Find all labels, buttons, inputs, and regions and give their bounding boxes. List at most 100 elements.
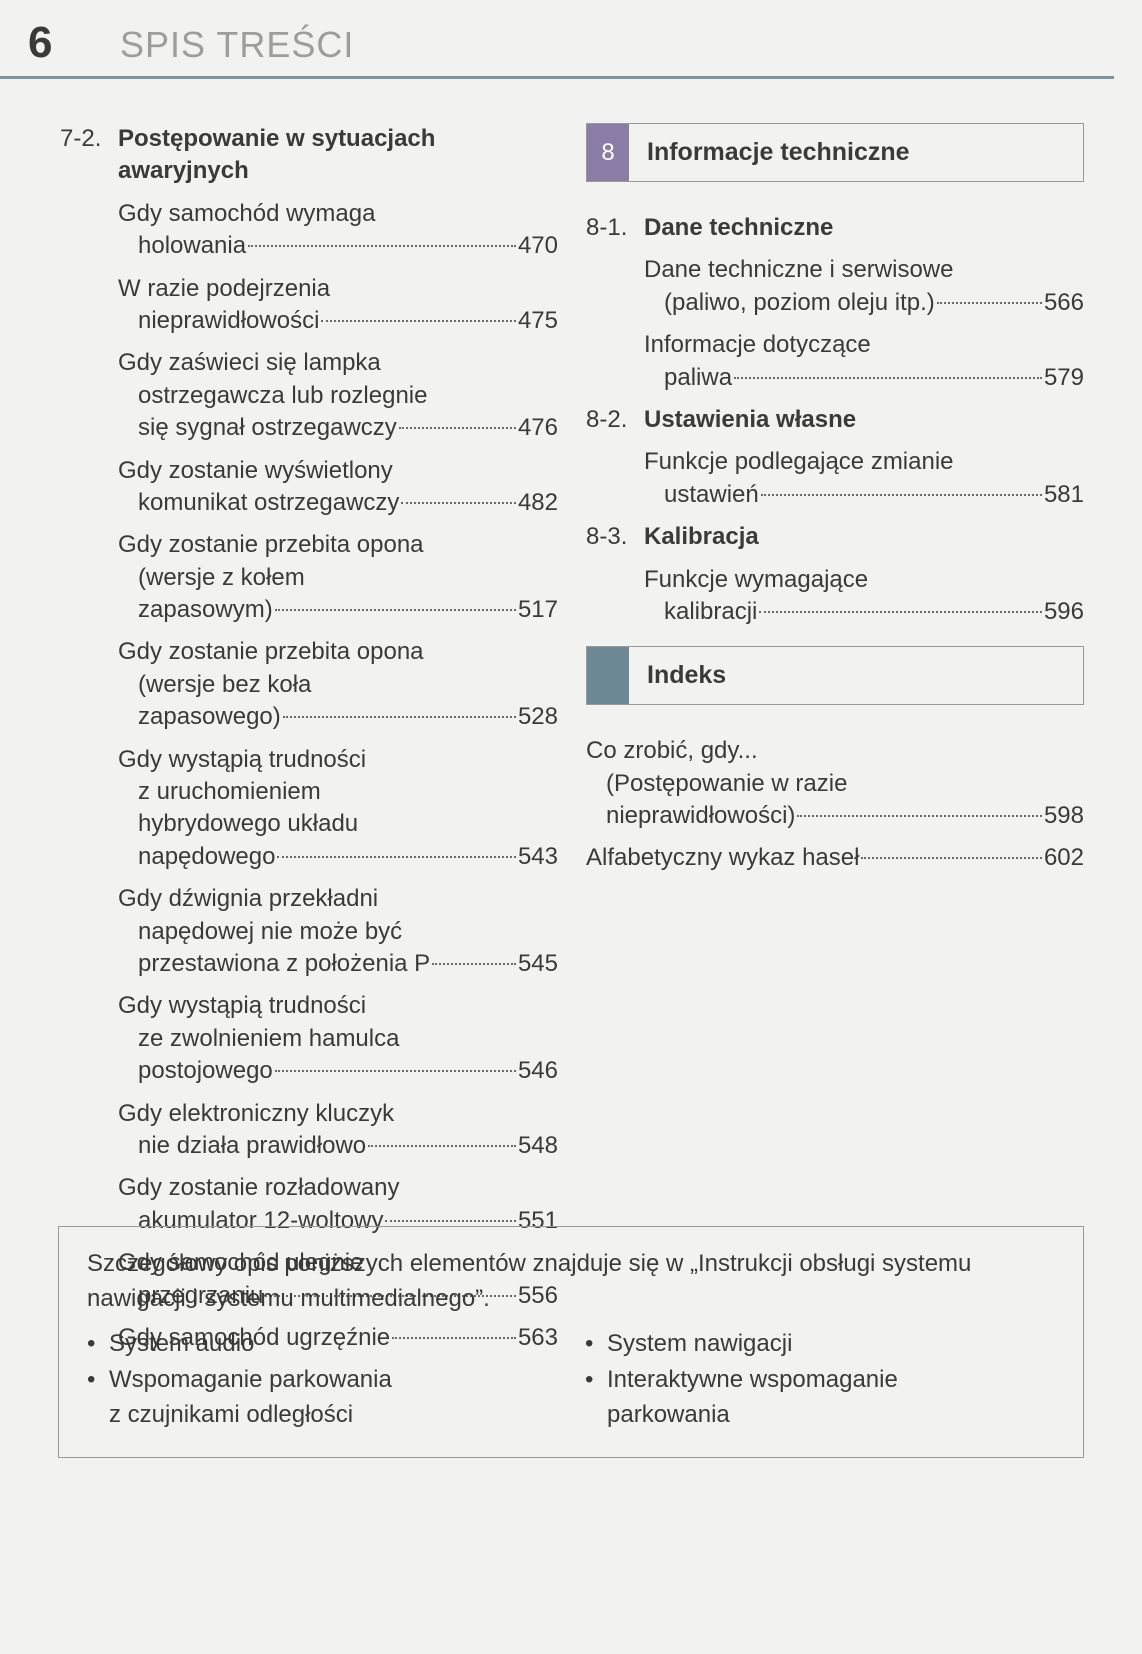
entry-text: zapasowym) xyxy=(138,594,273,626)
section-heading: 8-1.Dane techniczne xyxy=(586,212,1084,244)
entry-page: 517 xyxy=(518,594,558,626)
entry-text: Dane techniczne i serwisowe xyxy=(644,254,1084,286)
section-heading: 8-2.Ustawienia własne xyxy=(586,404,1084,436)
content-area: 7-2.Postępowanie w sytuacjach awaryjnych… xyxy=(0,79,1142,1364)
entry-text: napędowej nie może być xyxy=(118,916,558,948)
leader-dots xyxy=(797,815,1042,817)
toc-entry: Dane techniczne i serwisowe(paliwo, pozi… xyxy=(586,254,1084,319)
entry-text: ustawień xyxy=(664,479,759,511)
entry-page: 598 xyxy=(1044,800,1084,832)
section-title: Ustawienia własne xyxy=(644,404,856,436)
entry-text: ostrzegawcza lub rozlegnie xyxy=(118,380,558,412)
leader-dots xyxy=(399,427,516,429)
bullet-icon: • xyxy=(87,1327,109,1362)
entry-text: Gdy zaświeci się lampka xyxy=(118,347,558,379)
leader-dots xyxy=(277,856,515,858)
leader-dots xyxy=(275,609,516,611)
entry-text: ze zwolnieniem hamulca xyxy=(118,1023,558,1055)
chapter-box: 8Informacje techniczne xyxy=(586,123,1084,182)
toc-entry: Gdy zaświeci się lampkaostrzegawcza lub … xyxy=(60,347,558,444)
index-entry: Alfabetyczny wykaz haseł 602 xyxy=(586,842,1084,874)
entry-text: Co zrobić, gdy... xyxy=(586,735,1084,767)
entry-text: Gdy wystąpią trudności xyxy=(118,990,558,1022)
entry-page: 470 xyxy=(518,230,558,262)
section-title: Postępowanie w sytuacjach awaryjnych xyxy=(118,123,558,188)
entry-text: zapasowego) xyxy=(138,701,281,733)
entry-text: nieprawidłowości) xyxy=(606,800,795,832)
leader-dots xyxy=(385,1220,516,1222)
index-tab xyxy=(587,647,629,704)
entry-text: Gdy elektroniczny kluczyk xyxy=(118,1098,558,1130)
bullet-subtext: z czujnikami odległości xyxy=(109,1398,557,1433)
bullet-item: •Wspomaganie parkowaniaz czujnikami odle… xyxy=(87,1363,557,1433)
bullet-item: •System nawigacji xyxy=(585,1327,1055,1362)
leader-dots xyxy=(368,1145,516,1147)
leader-dots xyxy=(761,494,1042,496)
entry-text: postojowego xyxy=(138,1055,273,1087)
toc-entry: W razie podejrzenianieprawidłowości475 xyxy=(60,273,558,338)
entry-text: Funkcje podlegające zmianie xyxy=(644,446,1084,478)
entry-text: (wersje z kołem xyxy=(118,562,558,594)
bullet-text: Interaktywne wspomaganie xyxy=(607,1363,1055,1398)
toc-entry: Funkcje wymagającekalibracji596 xyxy=(586,564,1084,629)
entry-text: się sygnał ostrzegawczy xyxy=(138,412,397,444)
toc-entry: Gdy wystąpią trudnościze zwolnieniem ham… xyxy=(60,990,558,1087)
toc-entry: Gdy elektroniczny kluczyknie działa praw… xyxy=(60,1098,558,1163)
bullet-item: •Interaktywne wspomaganieparkowania xyxy=(585,1363,1055,1433)
entry-page: 579 xyxy=(1044,362,1084,394)
toc-entry: Gdy zostanie przebita opona(wersje bez k… xyxy=(60,636,558,733)
index-box: Indeks xyxy=(586,646,1084,705)
entry-text: Gdy zostanie wyświetlony xyxy=(118,455,558,487)
entry-text: paliwa xyxy=(664,362,732,394)
entry-text: (wersje bez koła xyxy=(118,669,558,701)
entry-page: 602 xyxy=(1044,842,1084,874)
entry-text: (Postępowanie w razie xyxy=(586,768,1084,800)
entry-page: 476 xyxy=(518,412,558,444)
entry-page: 546 xyxy=(518,1055,558,1087)
entry-text: Gdy zostanie przebita opona xyxy=(118,636,558,668)
entry-text: przestawiona z położenia P xyxy=(138,948,430,980)
entry-text: (paliwo, poziom oleju itp.) xyxy=(664,287,935,319)
leader-dots xyxy=(401,502,516,504)
leader-dots xyxy=(275,1070,516,1072)
section-number: 7-2. xyxy=(60,123,118,188)
entry-text: holowania xyxy=(138,230,246,262)
section-title: Kalibracja xyxy=(644,521,759,553)
footer-note-box: Szczegółowy opis poniższych elementów zn… xyxy=(58,1226,1084,1458)
entry-text: Gdy zostanie przebita opona xyxy=(118,529,558,561)
leader-dots xyxy=(861,857,1041,859)
toc-entry: Gdy zostanie wyświetlonykomunikat ostrze… xyxy=(60,455,558,520)
footer-right-col: •System nawigacji•Interaktywne wspomagan… xyxy=(585,1327,1055,1435)
leader-dots xyxy=(432,963,516,965)
entry-page: 548 xyxy=(518,1130,558,1162)
bullet-text: Wspomaganie parkowania xyxy=(109,1363,557,1398)
entry-text: Funkcje wymagające xyxy=(644,564,1084,596)
toc-entry: Funkcje podlegające zmianieustawień 581 xyxy=(586,446,1084,511)
entry-page: 566 xyxy=(1044,287,1084,319)
index-label: Indeks xyxy=(629,647,744,704)
entry-page: 581 xyxy=(1044,479,1084,511)
entry-text: hybrydowego układu xyxy=(118,808,558,840)
footer-intro-text: Szczegółowy opis poniższych elementów zn… xyxy=(87,1247,1055,1317)
entry-text: Informacje dotyczące xyxy=(644,329,1084,361)
entry-text: W razie podejrzenia xyxy=(118,273,558,305)
leader-dots xyxy=(321,320,516,322)
toc-entry: Gdy samochód wymagaholowania470 xyxy=(60,198,558,263)
page-header: 6 SPIS TREŚCI xyxy=(0,0,1114,79)
footer-left-col: •System audio•Wspomaganie parkowaniaz cz… xyxy=(87,1327,557,1435)
leader-dots xyxy=(248,245,516,247)
entry-page: 545 xyxy=(518,948,558,980)
section-number: 8-3. xyxy=(586,521,644,553)
page-number: 6 xyxy=(0,18,120,68)
entry-text: Alfabetyczny wykaz haseł xyxy=(586,842,859,874)
chapter-label: Informacje techniczne xyxy=(629,124,928,181)
section-heading: 8-3.Kalibracja xyxy=(586,521,1084,553)
bullet-text: System nawigacji xyxy=(607,1327,1055,1362)
index-entry: Co zrobić, gdy...(Postępowanie w razieni… xyxy=(586,735,1084,832)
toc-entry: Gdy zostanie przebita opona(wersje z koł… xyxy=(60,529,558,626)
bullet-icon: • xyxy=(585,1327,607,1362)
entry-text: Gdy dźwignia przekładni xyxy=(118,883,558,915)
leader-dots xyxy=(937,302,1042,304)
entry-page: 543 xyxy=(518,841,558,873)
section-number: 8-2. xyxy=(586,404,644,436)
